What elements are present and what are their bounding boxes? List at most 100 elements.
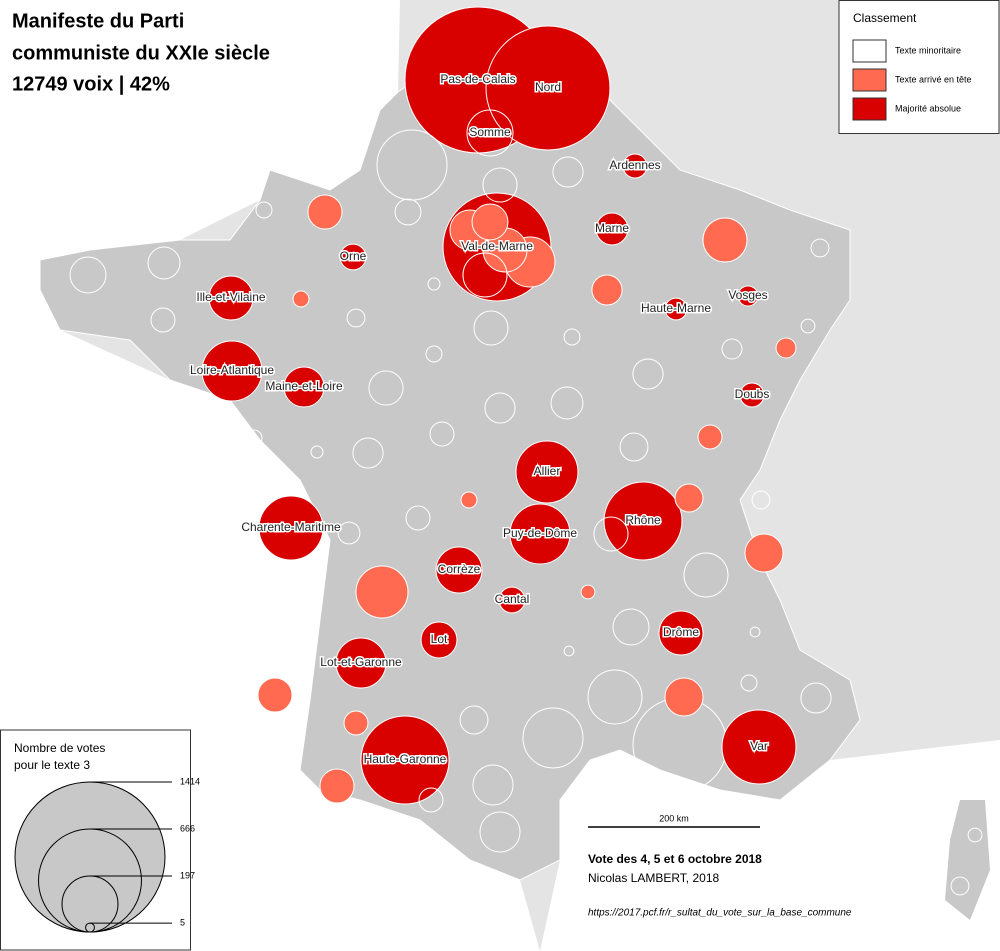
legend-swatch [852,97,887,121]
department-label: Ille-et-Vilaine [196,290,265,304]
vote-circle [775,337,797,359]
department-label: Rhône [625,513,661,527]
legend-label: Majorité absolue [895,103,961,113]
legend-label: Texte arrivé en tête [895,74,972,84]
vote-circle [967,827,983,843]
vote-circle [343,710,369,736]
vote-circle [674,483,704,513]
department-label: Loire-Atlantique [190,363,274,377]
france [39,29,861,881]
corsica [945,800,990,920]
vote-circle [580,584,596,600]
vote-circle [749,626,761,638]
vote-circle [292,290,310,308]
vote-circle [683,552,729,598]
size-legend-circle [85,922,95,933]
vote-circle [346,308,366,328]
vote-circle [460,491,478,509]
department-label: Val-de-Marne [461,239,533,253]
vote-circle [376,129,448,201]
vote-circle [587,669,643,725]
vote-circle [339,243,367,271]
vote-circle [201,340,263,402]
vote-circle [740,674,758,692]
vote-circle [632,358,664,390]
class-legend-title: Classement [853,11,917,25]
title-line: 12749 voix | 42% [12,73,170,95]
vote-circle [266,585,320,639]
vote-circle [257,677,293,713]
vote-circle [484,392,516,424]
source: https://2017.pcf.fr/r_sultat_du_vote_sur… [588,908,852,919]
class-legend: Texte minoritaire Texte arrivé en tête Maj… [852,39,972,121]
vote-circle [800,318,816,334]
size-legend-value: 5 [180,917,185,927]
vote-circle [208,275,254,321]
department-label: Orne [340,249,367,263]
department-label: Corrèze [438,562,481,576]
vote-circle [509,503,571,565]
department-label: Doubs [735,387,770,401]
vote-circle [255,201,273,219]
vote-circle [744,533,784,573]
vote-circle [563,328,581,346]
vote-circle [552,156,584,188]
vote-circle [591,274,623,306]
department-label: Pas-de-Calais [440,72,515,86]
scale-label: 200 km [659,813,689,823]
vote-circle [355,565,409,619]
department-label: Puy-de-Dôme [503,526,577,540]
vote-circle [619,432,649,462]
vote-circle [310,445,324,459]
vote-circle [737,285,759,307]
vote-circle [250,740,296,786]
vote-circle [563,645,575,657]
department-label: Vosges [728,288,767,302]
vote-circle [472,764,514,806]
department-label: Drôme [663,625,699,639]
vote-circle [420,621,458,659]
circles [69,6,983,896]
vote-circle [69,256,107,294]
vote-circle [485,25,611,151]
author: Nicolas LAMBERT, 2018 [588,871,720,885]
department-label: Nord [535,80,561,94]
vote-circle [352,437,384,469]
department-label: Marne [595,221,629,235]
vote-circle [459,705,489,735]
size-legend: 1414 666 197 5 [14,776,200,933]
vote-circle [429,421,455,447]
vote-circle [751,490,771,510]
department-label: Haute-Marne [641,301,711,315]
vote-circle [425,345,443,363]
legend-swatch [852,39,887,63]
vote-circle [482,167,518,203]
title-line: Manifeste du Parti [12,10,184,32]
vote-circle [418,787,444,813]
vote-circle [394,198,422,226]
vote-circle [337,521,361,545]
vote-circle [427,277,441,291]
size-legend-value: 666 [180,823,195,833]
legend-label: Texte minoritaire [895,45,961,55]
vote-circle [147,246,181,280]
vote-circle [283,366,325,408]
vote-circle [664,297,688,321]
vote-circle [462,252,508,298]
size-legend-value: 197 [180,870,195,880]
vote-circle [368,370,404,406]
department-label: Lot [431,632,448,646]
vote-circle [800,682,832,714]
legend-swatch [852,68,887,92]
vote-circle [721,338,743,360]
department-label: Ardennes [609,158,660,172]
vote-circle [335,637,387,689]
vote-circle [479,811,521,853]
vote-circle [150,307,176,333]
department-label: Charente-Maritime [241,520,341,534]
vote-circle [258,495,324,561]
vote-circle [471,203,509,241]
department-label: Cantal [495,592,530,606]
channel-sea [0,0,400,260]
